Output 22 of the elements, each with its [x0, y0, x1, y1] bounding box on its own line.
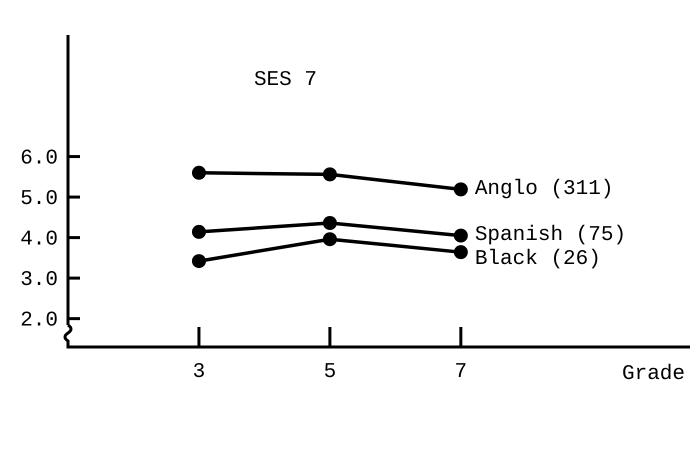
point — [192, 166, 206, 180]
x-tick-label: 7 — [454, 361, 468, 384]
series-label: Anglo (311) — [474, 178, 614, 201]
y-tick-label: 5.0 — [20, 188, 58, 212]
point — [322, 232, 337, 246]
point — [454, 245, 468, 260]
x-axis-title: Grade — [622, 363, 685, 386]
point — [192, 224, 206, 239]
point — [322, 167, 337, 182]
text: SES 7 — [254, 69, 317, 92]
point — [454, 182, 468, 196]
y-tick-label: 6.0 — [20, 148, 58, 171]
point — [192, 254, 206, 268]
x-tick-label: 5 — [324, 361, 336, 384]
point — [454, 228, 468, 243]
point — [322, 216, 337, 230]
series-label: Black (26) — [474, 248, 601, 272]
y-tick-label: 4.0 — [20, 228, 58, 252]
y-tick-label: 2.0 — [20, 310, 58, 333]
y-tick-label: 3.0 — [20, 269, 58, 292]
series-label: Spanish (75) — [474, 224, 626, 248]
x-tick-label: 3 — [192, 361, 206, 384]
